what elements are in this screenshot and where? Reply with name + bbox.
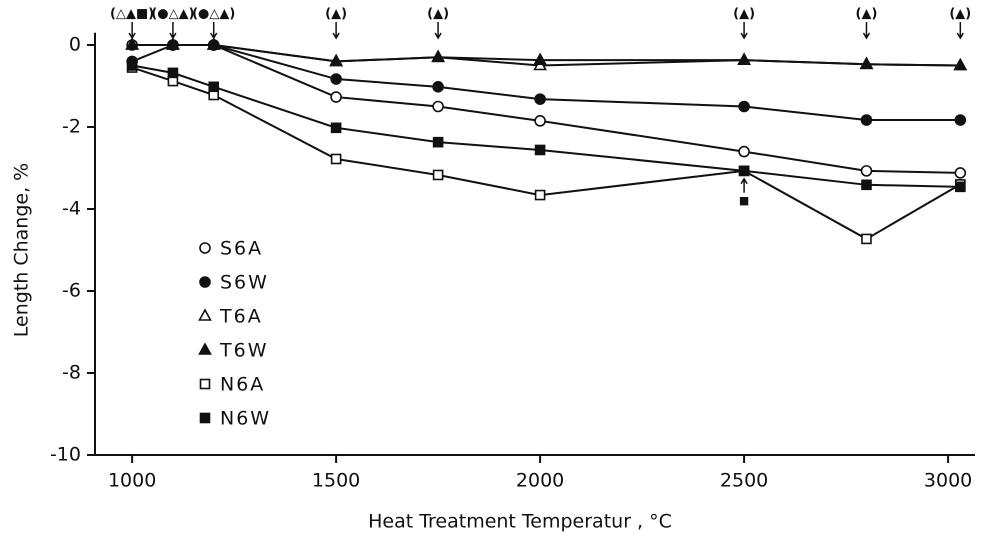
marker	[738, 100, 750, 113]
marker	[534, 115, 546, 127]
marker	[198, 308, 212, 321]
legend-label: S6W	[220, 272, 269, 294]
series-line	[131, 64, 961, 188]
annotation: (▲)	[856, 7, 878, 22]
annotation: (△▲■)	[110, 7, 154, 22]
annotation-arrow	[862, 22, 871, 40]
annotation-arrow	[128, 22, 136, 40]
annotation-arrow	[434, 22, 442, 40]
x-tick-label: 2000	[516, 470, 564, 492]
marker	[330, 122, 342, 134]
marker	[432, 136, 444, 148]
marker	[954, 114, 967, 126]
annotation-arrow	[956, 22, 964, 40]
marker	[167, 67, 179, 79]
x-tick-label: 1500	[312, 470, 360, 492]
annotation: (▲)	[949, 7, 971, 22]
y-tick-label: -8	[62, 362, 81, 384]
y-tick-label: -6	[62, 280, 81, 302]
marker	[330, 73, 342, 85]
marker	[859, 56, 874, 70]
marker	[955, 181, 966, 193]
marker	[534, 144, 546, 156]
series-line	[131, 66, 961, 241]
marker	[198, 342, 212, 355]
marker	[125, 37, 139, 50]
annotation: (●△▲)	[151, 7, 194, 22]
marker	[534, 189, 546, 201]
marker	[330, 153, 342, 165]
x-axis-label: Heat Treatment Temperatur , °C	[368, 511, 672, 533]
marker	[432, 169, 444, 181]
legend-label: T6W	[219, 340, 268, 362]
marker	[208, 81, 220, 93]
marker	[126, 60, 138, 71]
legend-label: N6W	[220, 408, 271, 430]
annotation: ■	[739, 194, 749, 207]
x-tick-label: 3000	[924, 470, 972, 492]
marker	[330, 91, 342, 103]
annotation-arrow	[210, 22, 218, 40]
series-line	[131, 44, 961, 122]
marker	[199, 276, 211, 288]
marker	[432, 100, 444, 113]
annotation: (▲)	[427, 7, 449, 22]
x-tick-label: 2500	[720, 470, 768, 492]
marker	[953, 57, 968, 71]
annotation: (▲)	[733, 7, 755, 22]
y-axis-label: Length Change, %	[11, 163, 33, 337]
marker	[199, 412, 211, 424]
marker	[534, 93, 546, 105]
marker	[329, 53, 343, 67]
marker	[199, 378, 211, 390]
marker	[738, 145, 750, 158]
marker	[738, 165, 750, 177]
annotation: (▲)	[325, 7, 347, 22]
legend-label: T6A	[219, 306, 263, 328]
annotation-arrow	[332, 22, 340, 40]
marker	[954, 167, 967, 179]
marker	[860, 114, 873, 126]
y-tick-label: -2	[62, 116, 81, 138]
y-tick-label: 0	[69, 34, 81, 56]
marker	[206, 37, 221, 50]
marker	[737, 52, 751, 65]
annotation-arrow	[740, 22, 748, 40]
marker	[199, 242, 211, 254]
marker	[431, 49, 445, 63]
annotation-arrow	[169, 22, 177, 40]
marker	[166, 37, 180, 50]
marker	[861, 179, 872, 191]
marker	[432, 81, 444, 93]
annotation-arrow	[740, 177, 748, 193]
x-tick-label: 1000	[108, 470, 156, 492]
y-tick-label: -10	[50, 444, 81, 466]
annotation: (●△▲)	[192, 7, 235, 22]
legend-label: N6A	[220, 374, 265, 396]
marker	[861, 233, 872, 245]
legend-label: S6A	[220, 238, 263, 260]
marker	[860, 165, 873, 177]
marker	[533, 52, 547, 65]
y-tick-label: -4	[62, 198, 81, 220]
